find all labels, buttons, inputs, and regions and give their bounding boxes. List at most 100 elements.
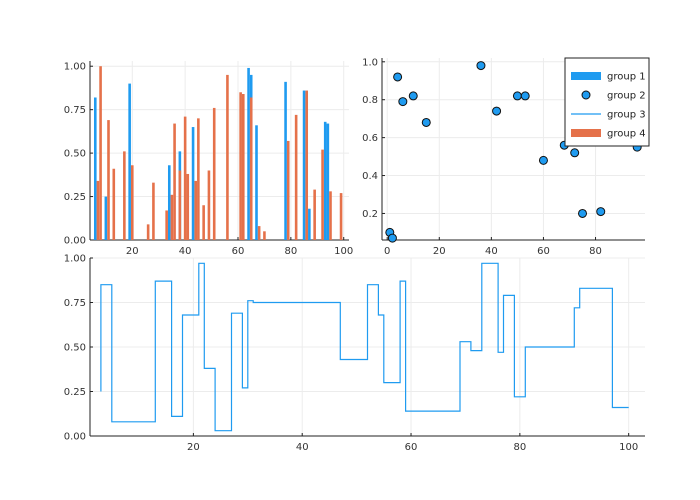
legend-swatch-bar (571, 129, 601, 137)
legend-swatch-marker (581, 90, 591, 100)
y-tick-label: 0.8 (362, 95, 378, 106)
bar (284, 81, 287, 240)
bar (123, 151, 126, 240)
bar (130, 165, 134, 240)
y-tick-label: 1.0 (362, 57, 378, 68)
bar (326, 123, 330, 240)
scatter-point (578, 208, 588, 218)
bar (152, 182, 155, 240)
x-tick-label: 100 (334, 246, 353, 257)
bar (323, 121, 327, 240)
scatter-point (512, 91, 522, 101)
y-tick-label: 0.25 (64, 192, 86, 203)
y-tick-label: 0.2 (362, 209, 378, 220)
series-line (100, 262, 629, 432)
x-tick-label: 40 (485, 246, 498, 257)
y-tick-label: 0.6 (362, 133, 378, 144)
x-tick-label: 80 (284, 246, 297, 257)
bar (194, 180, 198, 240)
bar (107, 120, 110, 240)
scatter-point (570, 148, 580, 158)
legend-swatch-bar (571, 72, 601, 80)
bar (99, 66, 102, 240)
y-tick-label: 0.75 (64, 105, 86, 116)
bar (146, 224, 150, 240)
bar (247, 67, 250, 241)
x-tick-label: 20 (187, 442, 200, 453)
bar (313, 189, 316, 240)
bar (173, 123, 176, 240)
bar (321, 149, 324, 240)
scatter-point (476, 61, 486, 71)
bar (207, 170, 211, 240)
x-tick-label: 20 (433, 246, 446, 257)
y-tick-label: 0.50 (64, 149, 86, 160)
x-tick-label: 40 (296, 442, 309, 453)
bar (178, 170, 182, 240)
bar (294, 114, 298, 240)
scatter-point (393, 72, 403, 82)
x-tick-label: 80 (589, 246, 602, 257)
scatter-point (538, 155, 548, 165)
legend-label: group 2 (607, 91, 646, 102)
bar (112, 168, 116, 240)
y-tick-label: 1.00 (64, 254, 86, 265)
y-tick-label: 0.75 (64, 298, 86, 309)
bar (226, 74, 229, 240)
scatter-point (421, 117, 431, 127)
bar (183, 116, 187, 240)
scatter-point (492, 106, 502, 116)
x-tick-label: 80 (513, 442, 526, 453)
bar (339, 193, 343, 240)
y-tick-label: 0.25 (64, 387, 86, 398)
bar (302, 90, 306, 240)
bar (241, 94, 245, 241)
bar (96, 180, 100, 240)
x-tick-label: 60 (405, 442, 418, 453)
bar (308, 208, 311, 240)
bar-chart-panel: 20 40 60 80 100 0.00 0.25 0.50 0.75 1.00 (64, 61, 353, 257)
bar (239, 92, 242, 240)
y-tick-label: 1.00 (64, 62, 86, 73)
bar (93, 97, 97, 240)
x-tick-label: 40 (179, 246, 192, 257)
step-line-chart-panel: 20 40 60 80 100 0.00 0.25 0.50 0.75 1.00 (64, 254, 645, 453)
bar (305, 90, 309, 240)
bar (128, 83, 131, 241)
bar (104, 196, 108, 240)
bar (286, 140, 290, 240)
scatter-point (520, 91, 530, 101)
legend-label: group 1 (607, 72, 646, 83)
legend: group 1 group 2 group 3 group 4 (564, 57, 650, 147)
y-tick-label: 0.50 (64, 343, 86, 354)
scatter-point (408, 91, 418, 101)
scatter-point (387, 233, 397, 243)
bar (263, 231, 266, 240)
bar (165, 210, 168, 240)
x-tick-label: 60 (537, 246, 550, 257)
x-tick-label: 100 (619, 442, 638, 453)
x-tick-label: 0 (384, 246, 390, 257)
bar (212, 107, 216, 240)
x-tick-label: 60 (232, 246, 245, 257)
bar (197, 118, 200, 240)
bar (257, 226, 261, 240)
bar (191, 127, 195, 240)
bar (329, 191, 332, 240)
bar (249, 97, 253, 240)
bar (186, 173, 190, 240)
legend-label: group 4 (607, 129, 646, 140)
x-tick-label: 20 (126, 246, 139, 257)
bar (167, 165, 171, 240)
y-tick-label: 0.00 (64, 432, 86, 443)
y-tick-label: 0.00 (64, 236, 86, 247)
y-tick-label: 0.4 (362, 171, 378, 182)
bar (170, 194, 174, 240)
bar (255, 125, 258, 240)
bar (202, 205, 205, 240)
legend-label: group 3 (607, 110, 646, 121)
scatter-point (596, 207, 606, 217)
scatter-point (398, 97, 408, 107)
